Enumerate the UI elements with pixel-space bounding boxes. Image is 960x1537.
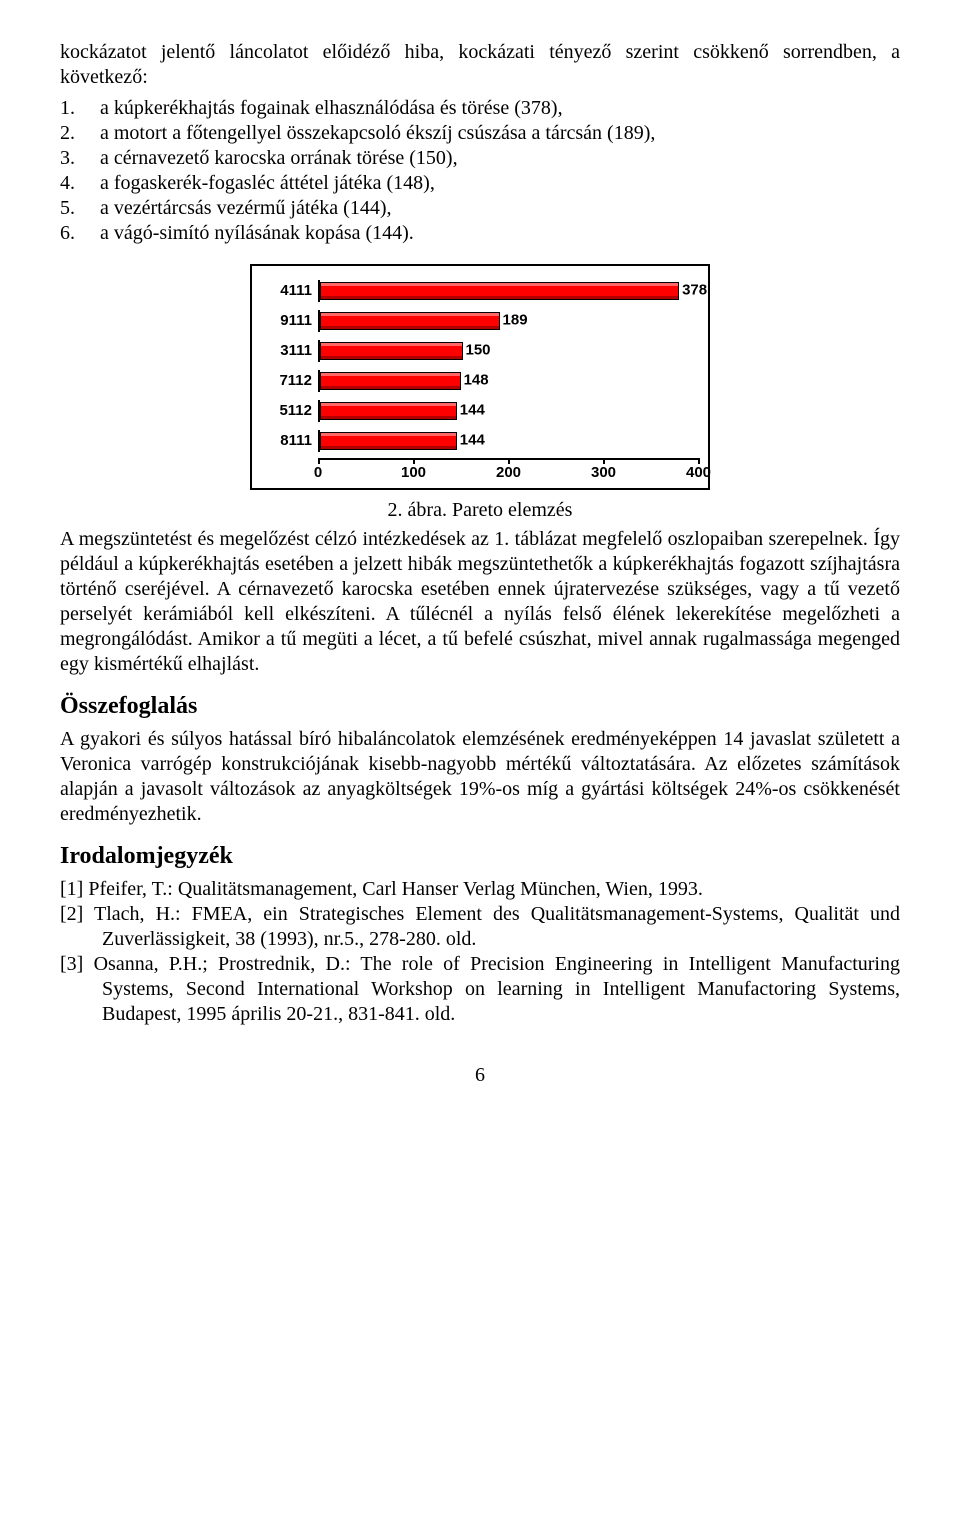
chart-x-tick: 300 bbox=[591, 464, 615, 483]
chart-bar-area: 189 bbox=[318, 310, 702, 332]
chart-bar: 378 bbox=[320, 282, 679, 300]
chart-row: 4111378 bbox=[256, 278, 702, 304]
chart-y-label: 9111 bbox=[256, 312, 318, 331]
list-item: 4.a fogaskerék-fogasléc áttétel játéka (… bbox=[60, 171, 900, 196]
chart-bar-area: 150 bbox=[318, 340, 702, 362]
chart-row: 3111150 bbox=[256, 338, 702, 364]
chart-bar-value: 148 bbox=[464, 372, 489, 391]
reference-item: [3] Osanna, P.H.; Prostrednik, D.: The r… bbox=[60, 952, 900, 1027]
list-text: a kúpkerékhajtás fogainak elhasználódása… bbox=[100, 97, 563, 119]
chart-bar: 144 bbox=[320, 402, 457, 420]
list-text: a vezértárcsás vezérmű játéka (144), bbox=[100, 197, 392, 219]
list-item: 2.a motort a főtengellyel összekapcsoló … bbox=[60, 121, 900, 146]
list-num: 4. bbox=[60, 171, 100, 196]
list-num: 1. bbox=[60, 96, 100, 121]
chart-row: 5112144 bbox=[256, 398, 702, 424]
chart-bar-area: 144 bbox=[318, 430, 702, 452]
chart-bar-area: 378 bbox=[318, 280, 702, 302]
chart-y-label: 4111 bbox=[256, 282, 318, 301]
risk-list: 1.a kúpkerékhajtás fogainak elhasználódá… bbox=[60, 96, 900, 246]
list-item: 6.a vágó-simító nyílásának kopása (144). bbox=[60, 221, 900, 246]
list-item: 3.a cérnavezető karocska orrának törése … bbox=[60, 146, 900, 171]
chart-bar: 189 bbox=[320, 312, 500, 330]
chart-x-tick: 400 bbox=[686, 464, 710, 483]
chart-bar-area: 148 bbox=[318, 370, 702, 392]
chart-x-tick: 200 bbox=[496, 464, 520, 483]
chart-bar: 144 bbox=[320, 432, 457, 450]
chart-x-tick: 100 bbox=[401, 464, 425, 483]
chart-y-label: 5112 bbox=[256, 402, 318, 421]
chart-bar-value: 189 bbox=[503, 312, 528, 331]
intro-paragraph: kockázatot jelentő láncolatot előidéző h… bbox=[60, 40, 900, 90]
list-text: a cérnavezető karocska orrának törése (1… bbox=[100, 147, 458, 169]
chart-bar: 150 bbox=[320, 342, 463, 360]
list-item: 5.a vezértárcsás vezérmű játéka (144), bbox=[60, 196, 900, 221]
list-num: 5. bbox=[60, 196, 100, 221]
chart-x-tick: 0 bbox=[306, 464, 330, 483]
chart-row: 7112148 bbox=[256, 368, 702, 394]
page-number: 6 bbox=[60, 1063, 900, 1088]
list-text: a vágó-simító nyílásának kopása (144). bbox=[100, 222, 414, 244]
list-item: 1.a kúpkerékhajtás fogainak elhasználódá… bbox=[60, 96, 900, 121]
chart-y-label: 8111 bbox=[256, 432, 318, 451]
chart-caption: 2. ábra. Pareto elemzés bbox=[60, 498, 900, 523]
heading-summary: Összefoglalás bbox=[60, 691, 900, 721]
list-text: a motort a főtengellyel összekapcsoló ék… bbox=[100, 122, 655, 144]
chart-y-label: 3111 bbox=[256, 342, 318, 361]
chart-bar-value: 144 bbox=[460, 432, 485, 451]
chart-bar: 148 bbox=[320, 372, 461, 390]
reference-item: [1] Pfeifer, T.: Qualitätsmanagement, Ca… bbox=[60, 877, 900, 902]
chart-bar-value: 378 bbox=[682, 282, 707, 301]
chart-x-axis: 0100200300400 bbox=[318, 458, 698, 484]
reference-item: [2] Tlach, H.: FMEA, ein Strategisches E… bbox=[60, 902, 900, 952]
chart-row: 9111189 bbox=[256, 308, 702, 334]
chart-row: 8111144 bbox=[256, 428, 702, 454]
list-num: 3. bbox=[60, 146, 100, 171]
chart-bar-value: 144 bbox=[460, 402, 485, 421]
heading-references: Irodalomjegyzék bbox=[60, 841, 900, 871]
paragraph-analysis: A megszüntetést és megelőzést célzó inté… bbox=[60, 527, 900, 677]
paragraph-summary: A gyakori és súlyos hatással bíró hibalá… bbox=[60, 727, 900, 827]
list-text: a fogaskerék-fogasléc áttétel játéka (14… bbox=[100, 172, 435, 194]
chart-bar-value: 150 bbox=[466, 342, 491, 361]
chart-y-label: 7112 bbox=[256, 372, 318, 391]
chart-bar-area: 144 bbox=[318, 400, 702, 422]
pareto-chart: 4111378911118931111507112148511214481111… bbox=[250, 264, 710, 490]
list-num: 6. bbox=[60, 221, 100, 246]
list-num: 2. bbox=[60, 121, 100, 146]
